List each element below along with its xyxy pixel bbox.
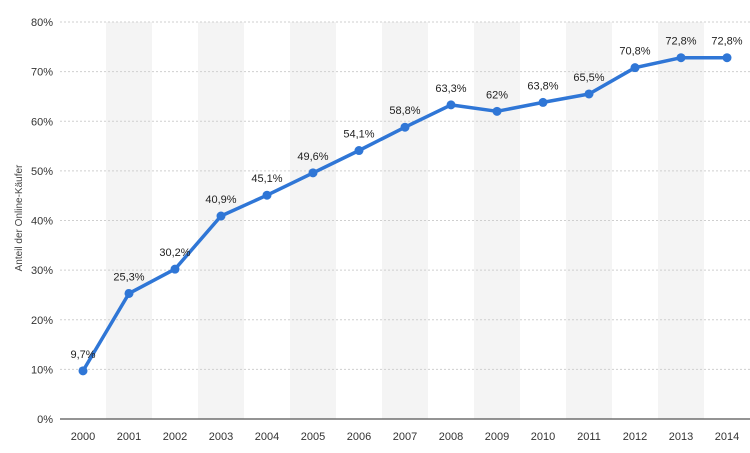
data-label: 62% — [486, 89, 508, 101]
data-label: 70,8% — [619, 46, 650, 58]
y-tick-label: 80% — [31, 17, 53, 29]
x-tick-label: 2013 — [669, 431, 693, 443]
data-point — [354, 146, 364, 156]
data-label: 63,8% — [527, 80, 558, 92]
y-tick-label: 20% — [31, 315, 53, 327]
data-point — [630, 63, 640, 73]
data-label: 9,7% — [70, 349, 95, 361]
data-point — [262, 190, 272, 200]
x-tick-label: 2005 — [301, 431, 325, 443]
x-axis-ticks: 2000 2001 2002 2003 2004 2005 2006 2007 2008 2009… — [71, 431, 739, 443]
y-tick-label: 10% — [31, 364, 53, 376]
y-tick-label: 70% — [31, 67, 53, 79]
data-label: 54,1% — [343, 129, 374, 141]
data-point — [400, 122, 410, 132]
y-tick-label: 60% — [31, 116, 53, 128]
data-point — [308, 168, 318, 178]
x-tick-label: 2003 — [209, 431, 233, 443]
gridlines — [60, 21, 750, 420]
y-axis-ticks: 0% 10% 20% 30% 40% 50% 60% 70% 80% — [31, 17, 53, 426]
x-tick-label: 2012 — [623, 431, 647, 443]
x-tick-label: 2004 — [255, 431, 279, 443]
data-point — [722, 53, 732, 63]
data-label: 63,3% — [435, 83, 466, 95]
x-tick-label: 2001 — [117, 431, 141, 443]
y-axis-label: Anteil der Online-Käufer — [14, 164, 25, 271]
data-point — [676, 53, 686, 63]
data-label: 72,8% — [711, 36, 742, 48]
x-tick-label: 2006 — [347, 431, 371, 443]
data-point — [216, 211, 226, 221]
data-point — [492, 106, 502, 116]
x-tick-label: 2010 — [531, 431, 555, 443]
data-label: 25,3% — [113, 271, 144, 283]
y-tick-label: 30% — [31, 265, 53, 277]
data-point — [538, 97, 548, 107]
y-tick-label: 40% — [31, 216, 53, 228]
data-point — [78, 366, 88, 376]
x-tick-label: 2014 — [715, 431, 739, 443]
data-labels: 9,7% 25,3% 30,2% 40,9% 45,1% 49,6% 54,1% 58,8% 6… — [70, 36, 742, 361]
x-tick-label: 2011 — [577, 431, 601, 443]
data-label: 45,1% — [251, 173, 282, 185]
data-points — [78, 53, 732, 376]
data-label: 49,6% — [297, 151, 328, 163]
x-tick-label: 2007 — [393, 431, 417, 443]
data-label: 58,8% — [389, 105, 420, 117]
data-label: 72,8% — [665, 36, 696, 48]
data-point — [124, 288, 134, 298]
data-label: 40,9% — [205, 194, 236, 206]
x-tick-label: 2000 — [71, 431, 95, 443]
y-tick-label: 0% — [37, 414, 53, 426]
data-label: 30,2% — [159, 247, 190, 259]
y-tick-label: 50% — [31, 166, 53, 178]
x-tick-label: 2008 — [439, 431, 463, 443]
data-point — [584, 89, 594, 99]
x-tick-label: 2009 — [485, 431, 509, 443]
x-tick-label: 2002 — [163, 431, 187, 443]
data-point — [170, 264, 180, 274]
data-label: 65,5% — [573, 72, 604, 84]
data-point — [446, 100, 456, 110]
